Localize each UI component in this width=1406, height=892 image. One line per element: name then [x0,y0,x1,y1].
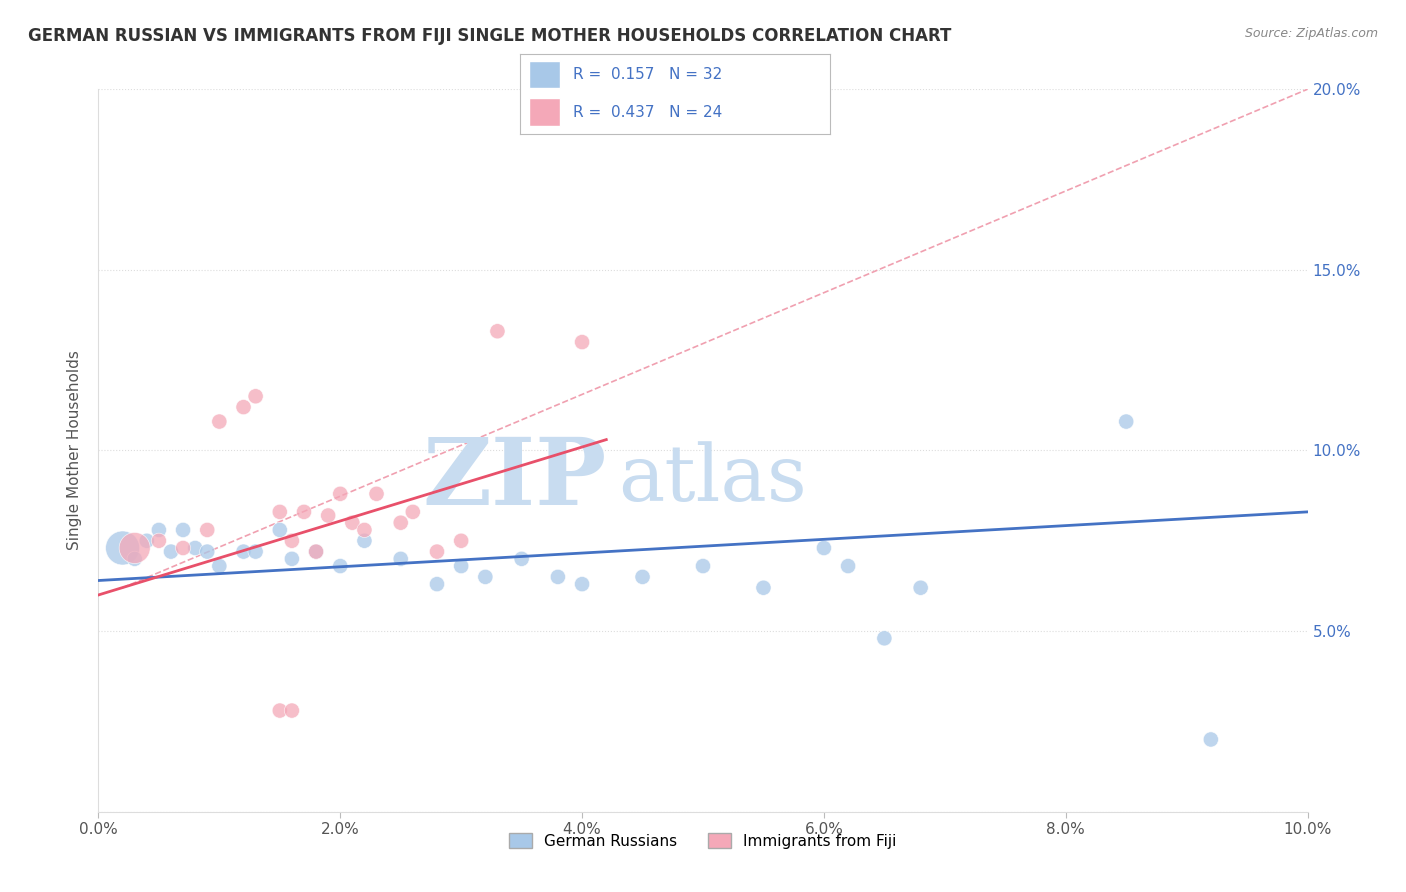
Point [124,541,146,555]
Point [135,533,157,548]
Text: GERMAN RUSSIAN VS IMMIGRANTS FROM FIJI SINGLE MOTHER HOUSEHOLDS CORRELATION CHAR: GERMAN RUSSIAN VS IMMIGRANTS FROM FIJI S… [28,27,952,45]
Point [837,559,859,574]
Point [571,334,593,349]
Point [450,533,472,548]
Text: R =  0.157   N = 32: R = 0.157 N = 32 [572,67,723,82]
Point [292,505,315,519]
Point [172,541,194,555]
Point [245,544,267,558]
Point [305,544,328,558]
Point [474,570,496,584]
Point [329,559,352,574]
Point [426,577,449,591]
Point [208,559,231,574]
Point [631,570,654,584]
Point [160,544,183,558]
Point [1115,415,1137,429]
Point [426,544,449,558]
Point [245,389,267,403]
Point [232,400,254,414]
Point [148,523,170,537]
Point [450,559,472,574]
Point [281,704,304,718]
Point [329,487,352,501]
Point [232,544,254,558]
Point [389,551,412,566]
Point [486,324,509,338]
FancyBboxPatch shape [530,61,561,88]
Point [547,570,569,584]
Text: atlas: atlas [619,442,807,517]
Text: R =  0.437   N = 24: R = 0.437 N = 24 [572,104,723,120]
Point [1199,732,1222,747]
Point [910,581,932,595]
Point [269,704,291,718]
Point [510,551,533,566]
FancyBboxPatch shape [530,98,561,126]
Point [195,523,218,537]
Point [353,533,375,548]
Point [195,544,218,558]
Point [813,541,835,555]
Legend: German Russians, Immigrants from Fiji: German Russians, Immigrants from Fiji [503,827,903,855]
Point [172,523,194,537]
Point [269,523,291,537]
Point [208,415,231,429]
Text: ZIP: ZIP [422,434,606,524]
Point [389,516,412,530]
Point [269,505,291,519]
Point [692,559,714,574]
Point [316,508,339,523]
Point [124,551,146,566]
Point [402,505,425,519]
Text: Source: ZipAtlas.com: Source: ZipAtlas.com [1244,27,1378,40]
Point [366,487,388,501]
Point [353,523,375,537]
Point [571,577,593,591]
Point [281,533,304,548]
Point [111,541,134,555]
Point [184,541,207,555]
Point [873,632,896,646]
Y-axis label: Single Mother Households: Single Mother Households [67,351,83,550]
Point [752,581,775,595]
Point [148,533,170,548]
Point [305,544,328,558]
Point [281,551,304,566]
Point [342,516,364,530]
